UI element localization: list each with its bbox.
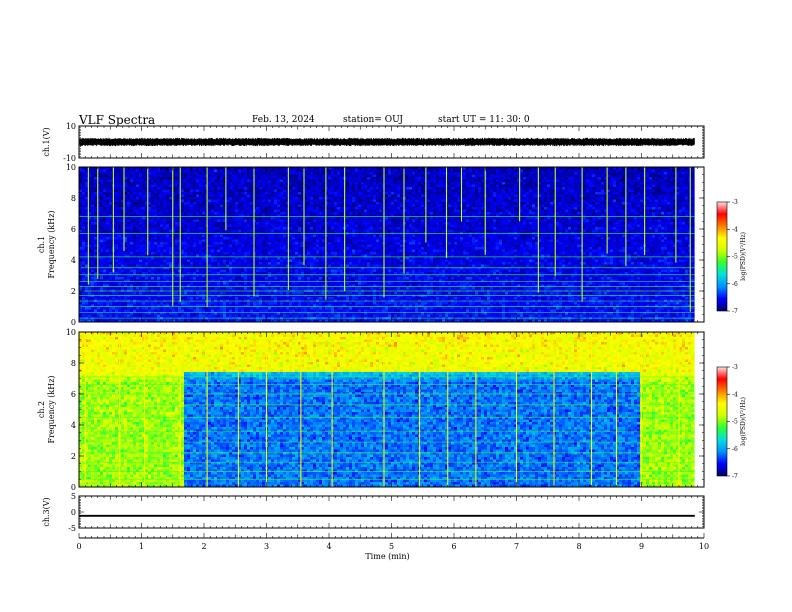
ch3-waveform-tick-label: -5 — [68, 524, 76, 533]
ch2-spectrogram-tick-label: 10 — [66, 328, 76, 337]
time-tick-label: 9 — [639, 542, 644, 551]
time-tick-label: 5 — [389, 542, 394, 551]
ch2-spectrogram-ylabel: ch.2Frequency (kHz) — [37, 375, 56, 443]
ch2-spectrogram-tick-label: 6 — [71, 390, 76, 399]
ch1-waveform-tick-label: 10 — [66, 122, 76, 131]
ch2-spectrogram-colorbar-tick: -4 — [732, 391, 738, 398]
ch1-waveform-ylabel: ch.1(V) — [42, 127, 51, 156]
time-axis-label: Time (min) — [365, 552, 409, 561]
time-tick-label: 6 — [451, 542, 456, 551]
ch2-spectrogram-colorbar-tick: -6 — [732, 446, 738, 453]
ch3-waveform-ylabel: ch.3(V) — [42, 497, 51, 526]
ch2-spectrogram-colorbar-label: log(PSD)(V²/Hz) — [740, 397, 747, 446]
ch2-spectrogram — [79, 332, 704, 487]
ch2-spectrogram-colorbar-tick: -5 — [732, 419, 738, 426]
ch1-spectrogram-colorbar-tick: -5 — [732, 254, 738, 261]
ch2-spectrogram-tick-label: 4 — [71, 421, 76, 430]
time-tick-label: 2 — [201, 542, 206, 551]
ch1-spectrogram-tick-label: 10 — [66, 163, 76, 172]
ch1-spectrogram-colorbar-tick: -6 — [732, 281, 738, 288]
ch3-waveform-trace — [80, 515, 694, 517]
ch1-spectrogram-colorbar — [717, 202, 727, 311]
ch3-waveform-tick-label: 5 — [71, 492, 76, 501]
ch1-waveform-trace — [80, 138, 694, 146]
ch1-spectrogram-tick-label: 8 — [71, 194, 76, 203]
ch2-spectrogram-colorbar-tick: -7 — [732, 473, 738, 480]
ch1-spectrogram-tick-label: 4 — [71, 256, 76, 265]
ch2-spectrogram-colorbar — [717, 367, 727, 476]
ch2-spectrogram-tick-label: 0 — [71, 483, 76, 492]
ch1-spectrogram-colorbar-tick: -7 — [732, 308, 738, 315]
ch2-spectrogram-tick-label: 2 — [71, 452, 76, 461]
ch1-spectrogram-tick-label: 0 — [71, 318, 76, 327]
ch2-spectrogram-tick-label: 8 — [71, 359, 76, 368]
ch1-spectrogram-tick-label: 2 — [71, 287, 76, 296]
ch2-spectrogram-colorbar-tick: -3 — [732, 364, 738, 371]
ch1-spectrogram-ylabel: ch.1Frequency (kHz) — [37, 210, 56, 278]
time-tick-label: 3 — [264, 542, 269, 551]
ch3-waveform-tick-label: 0 — [71, 508, 76, 517]
time-tick-label: 1 — [139, 542, 144, 551]
plot-panels — [79, 138, 704, 517]
ch1-spectrogram-colorbar-tick: -3 — [732, 199, 738, 206]
ch1-spectrogram — [79, 167, 704, 322]
time-tick-label: 0 — [76, 542, 81, 551]
ch1-waveform-tick-label: -10 — [63, 154, 76, 163]
time-tick-label: 7 — [514, 542, 519, 551]
ch1-spectrogram-colorbar-tick: -4 — [732, 226, 738, 233]
ch1-spectrogram-tick-label: 6 — [71, 225, 76, 234]
time-tick-label: 8 — [576, 542, 581, 551]
time-tick-label: 4 — [326, 542, 331, 551]
time-tick-label: 10 — [699, 542, 709, 551]
ch1-spectrogram-colorbar-label: log(PSD)(V²/Hz) — [740, 232, 747, 281]
